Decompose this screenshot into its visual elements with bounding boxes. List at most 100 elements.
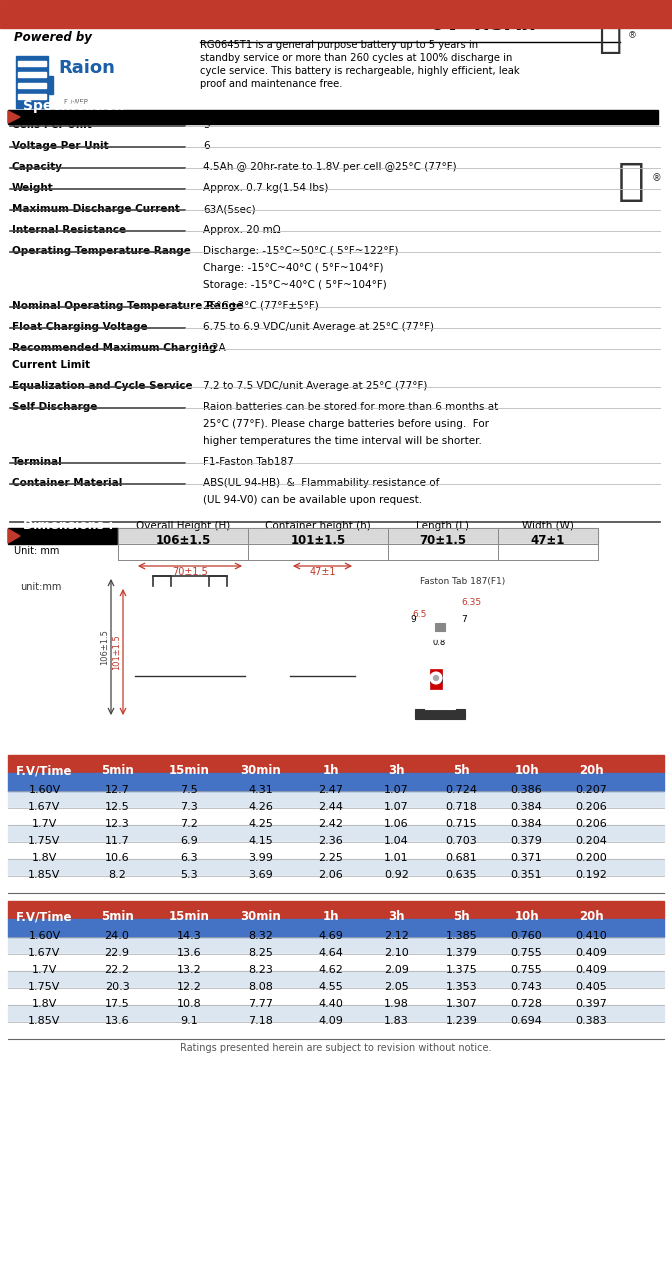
Text: Constant Current Discharge Characteristics: Constant Current Discharge Characteristi…	[157, 745, 462, 758]
Text: 1.07: 1.07	[384, 785, 409, 795]
Text: Specification: Specification	[23, 99, 124, 113]
Text: 0.409: 0.409	[575, 965, 607, 975]
Text: 63A(5sec): 63A(5sec)	[203, 204, 255, 214]
Text: 3h: 3h	[388, 910, 405, 923]
Polygon shape	[8, 111, 20, 123]
Text: Maximum Discharge Current: Maximum Discharge Current	[12, 204, 180, 214]
Bar	[0, 0, 672, 28]
Bar	[8, 842, 664, 859]
Text: Current Limit: Current Limit	[12, 360, 90, 370]
Text: 106±1.5: 106±1.5	[100, 628, 109, 664]
Text: Float Charging Voltage: Float Charging Voltage	[12, 323, 148, 332]
Text: 5min: 5min	[101, 910, 133, 923]
Text: 0.92: 0.92	[384, 870, 409, 881]
Text: F.V/Time: F.V/Time	[16, 910, 73, 923]
Text: Unit:W  (25°C, 77°F): Unit:W (25°C, 77°F)	[534, 893, 652, 904]
Text: 0.409: 0.409	[575, 948, 607, 957]
Text: 0.728: 0.728	[511, 998, 542, 1009]
Text: 6.9: 6.9	[180, 836, 198, 846]
Text: Charge: -15°C~40°C ( 5°F~104°F): Charge: -15°C~40°C ( 5°F~104°F)	[203, 262, 384, 273]
Text: 8.08: 8.08	[249, 982, 274, 992]
Text: 7.2 to 7.5 VDC/unit Average at 25°C (77°F): 7.2 to 7.5 VDC/unit Average at 25°C (77°…	[203, 381, 427, 390]
Text: Raion batteries can be stored for more than 6 months at: Raion batteries can be stored for more t…	[203, 402, 498, 412]
Text: 2.36: 2.36	[318, 836, 343, 846]
Text: 1.353: 1.353	[446, 982, 477, 992]
Text: 10h: 10h	[514, 764, 539, 777]
Text: Container height (h): Container height (h)	[265, 521, 371, 531]
Text: 101±1.5: 101±1.5	[290, 534, 345, 547]
Text: Faston Tab 187(F1): Faston Tab 187(F1)	[420, 577, 505, 586]
Text: 6.3: 6.3	[180, 852, 198, 863]
Text: standby service or more than 260 cycles at 100% discharge in: standby service or more than 260 cycles …	[200, 52, 512, 63]
Text: 7.3: 7.3	[180, 803, 198, 812]
Text: 1.67V: 1.67V	[28, 803, 60, 812]
Text: Powered by: Powered by	[14, 31, 92, 44]
Text: 70±1.5: 70±1.5	[419, 534, 466, 547]
Text: 0.681: 0.681	[446, 852, 477, 863]
Text: 0.351: 0.351	[511, 870, 542, 881]
Text: 14.3: 14.3	[177, 931, 202, 941]
Text: ABS(UL 94-HB)  &  Flammability resistance of: ABS(UL 94-HB) & Flammability resistance …	[203, 477, 439, 488]
Bar	[435, 623, 445, 631]
Text: 6.75 to 6.9 VDC/unit Average at 25°C (77°F): 6.75 to 6.9 VDC/unit Average at 25°C (77…	[203, 323, 434, 332]
Text: Ratings presented herein are subject to revision without notice.: Ratings presented herein are subject to …	[180, 1043, 492, 1053]
Text: 1.375: 1.375	[446, 965, 477, 975]
Bar	[430, 669, 442, 689]
Text: 6: 6	[203, 141, 210, 151]
Bar	[8, 859, 664, 876]
Text: 1.307: 1.307	[446, 998, 477, 1009]
Text: 0.715: 0.715	[446, 819, 477, 829]
Circle shape	[430, 672, 442, 684]
Text: 0.755: 0.755	[511, 948, 542, 957]
Bar	[8, 876, 664, 893]
Text: 4.25: 4.25	[249, 819, 274, 829]
Text: 0.386: 0.386	[511, 785, 542, 795]
Text: 0.8: 0.8	[432, 637, 446, 646]
Text: Approx. 0.7 kg(1.54 lbs): Approx. 0.7 kg(1.54 lbs)	[203, 183, 329, 193]
Text: 4.5Ah @ 20hr-rate to 1.8V per cell @25°C (77°F): 4.5Ah @ 20hr-rate to 1.8V per cell @25°C…	[203, 163, 457, 172]
Bar	[400, 675, 480, 730]
Bar	[8, 755, 664, 773]
Text: 22.2: 22.2	[105, 965, 130, 975]
Text: 30min: 30min	[241, 764, 282, 777]
Text: 70±1.5: 70±1.5	[172, 567, 208, 577]
Text: 1.85V: 1.85V	[28, 870, 60, 881]
Text: Unit:A  (25°C, 77°F): Unit:A (25°C, 77°F)	[537, 748, 652, 758]
Text: 4.64: 4.64	[318, 948, 343, 957]
Text: 1.83: 1.83	[384, 1016, 409, 1027]
Text: 3: 3	[203, 120, 210, 131]
Text: 0.755: 0.755	[511, 965, 542, 975]
Text: 0.743: 0.743	[511, 982, 542, 992]
Text: 7.5: 7.5	[180, 785, 198, 795]
Text: 9: 9	[410, 614, 416, 623]
Text: POWER: POWER	[63, 99, 89, 105]
Text: 13.2: 13.2	[177, 965, 202, 975]
Text: 2.12: 2.12	[384, 931, 409, 941]
Text: 12.5: 12.5	[105, 803, 130, 812]
Text: 5h: 5h	[453, 910, 470, 923]
Text: Storage: -15°C~40°C ( 5°F~104°F): Storage: -15°C~40°C ( 5°F~104°F)	[203, 280, 387, 291]
Text: 3h: 3h	[388, 764, 405, 777]
Text: 2.44: 2.44	[318, 803, 343, 812]
Text: 4.15: 4.15	[249, 836, 274, 846]
Text: 0.206: 0.206	[576, 819, 607, 829]
Text: 11.7: 11.7	[105, 836, 130, 846]
Text: F1-Faston Tab187: F1-Faston Tab187	[203, 457, 294, 467]
Bar	[8, 937, 664, 954]
Text: Self Discharge: Self Discharge	[12, 402, 97, 412]
Text: 12.3: 12.3	[105, 819, 130, 829]
Text: 7.2: 7.2	[180, 819, 198, 829]
Text: Ⓡ: Ⓡ	[618, 160, 644, 204]
Text: (UL 94-V0) can be available upon request.: (UL 94-V0) can be available upon request…	[203, 495, 422, 506]
Text: 1.07: 1.07	[384, 803, 409, 812]
Text: Approx. 20 mΩ: Approx. 20 mΩ	[203, 225, 281, 236]
Text: higher temperatures the time interval will be shorter.: higher temperatures the time interval wi…	[203, 436, 482, 445]
Text: 8.2: 8.2	[108, 870, 126, 881]
Text: Length (L): Length (L)	[417, 521, 470, 531]
Text: 2.05: 2.05	[384, 982, 409, 992]
Bar	[334, 575, 347, 586]
Text: 1.75V: 1.75V	[28, 836, 60, 846]
Text: 1.8V: 1.8V	[32, 852, 57, 863]
Bar	[430, 675, 442, 682]
Text: Capacity: Capacity	[12, 163, 63, 172]
